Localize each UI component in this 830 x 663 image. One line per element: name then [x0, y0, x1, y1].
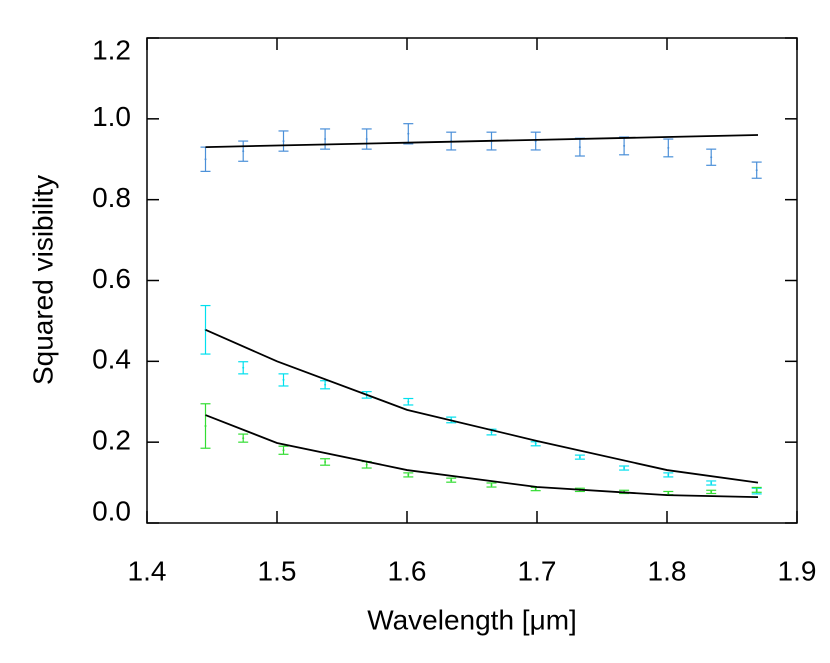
data-point — [282, 140, 285, 143]
data-point — [365, 138, 368, 141]
data-point — [623, 144, 626, 147]
model-line — [205, 414, 759, 499]
data-point — [710, 481, 713, 484]
x-tick-label: 1.9 — [778, 555, 817, 586]
plot-frame — [146, 37, 798, 524]
data-point — [407, 473, 410, 476]
data-point — [667, 146, 670, 149]
data-point — [490, 431, 493, 434]
data-point — [324, 383, 327, 386]
y-tick-label: 1.2 — [92, 34, 131, 65]
data-point — [282, 449, 285, 452]
y-tick-label: 0.6 — [92, 263, 131, 294]
y-tick-label: 1.0 — [92, 101, 131, 132]
data-point — [242, 437, 245, 440]
data-point — [450, 479, 453, 482]
data-point — [242, 366, 245, 369]
x-tick-label: 1.7 — [518, 555, 557, 586]
x-tick-label: 1.8 — [648, 555, 687, 586]
data-point — [407, 400, 410, 403]
data-point — [407, 132, 410, 135]
data-point — [578, 146, 581, 149]
x-tick-label: 1.4 — [128, 555, 167, 586]
data-point — [324, 460, 327, 463]
data-point — [623, 467, 626, 470]
data-point — [534, 488, 537, 491]
data-point — [667, 473, 670, 476]
data-point — [242, 150, 245, 153]
x-tick-label: 1.5 — [258, 555, 297, 586]
x-axis-title: Wavelength [μm] — [367, 604, 577, 635]
data-point — [667, 492, 670, 495]
y-tick-label: 0.4 — [92, 344, 131, 375]
data-point — [204, 425, 207, 427]
data-point — [710, 490, 713, 493]
model-line — [205, 134, 759, 149]
data-point — [490, 484, 493, 487]
y-tick-label: 0.8 — [92, 182, 131, 213]
model-line — [205, 328, 759, 484]
y-axis-title: Squared visibility — [27, 175, 58, 385]
data-point — [534, 442, 537, 445]
data-point — [578, 456, 581, 459]
data-point — [365, 463, 368, 466]
x-tick-label: 1.6 — [388, 555, 427, 586]
data-point — [204, 158, 207, 161]
data-point — [755, 169, 758, 172]
y-tick-label: 0.0 — [92, 495, 131, 526]
y-tick-label: 0.2 — [92, 425, 131, 456]
data-point — [710, 156, 713, 159]
data-point — [282, 378, 285, 381]
data-point — [755, 488, 758, 491]
data-point — [324, 138, 327, 141]
